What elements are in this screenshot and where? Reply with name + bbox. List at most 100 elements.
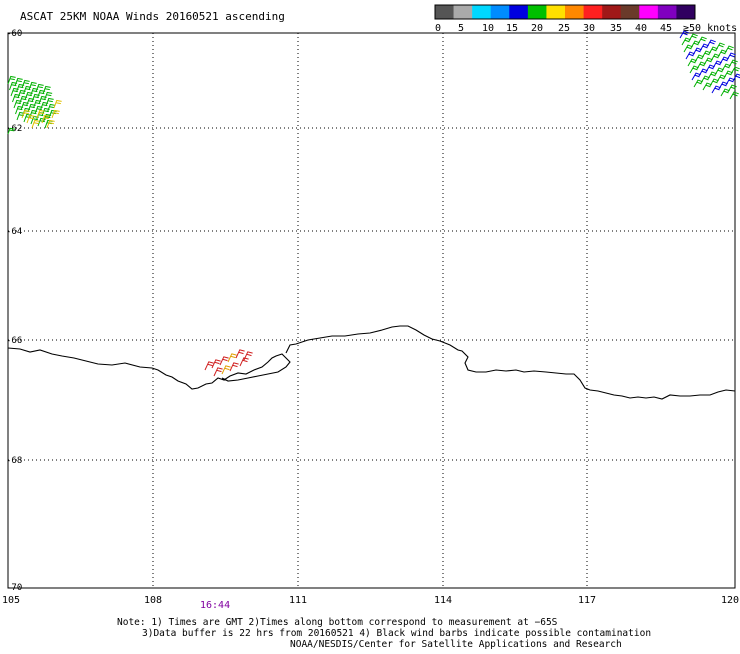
colorbar-label-0: 0 [435,23,441,34]
wind-barb [720,88,730,97]
wind-barb [51,109,60,119]
colorbar-label-20: 20 [531,23,543,34]
wind-barb [227,353,237,363]
lon-label-120: 120 [721,595,739,606]
wind-barb [243,351,253,361]
colorbar-frame [434,4,696,20]
wind-barb [698,68,708,77]
note-line-3: NOAA/NESDIS/Center for Satellite Applica… [290,639,622,650]
wind-barb [9,81,18,91]
wind-barb [707,71,717,80]
colorbar-label-25: 25 [558,23,570,34]
lon-label-108: 108 [144,595,162,606]
colorbar-swatch [509,5,529,19]
wind-barb [26,114,35,124]
wind-barb [725,77,735,86]
wind-barb [697,36,707,45]
lat-label-60: -60 [6,29,22,39]
wind-barb [717,49,727,58]
wind-barb [730,66,740,75]
wind-barb [681,37,691,46]
wind-barb [679,30,689,39]
colorbar-swatch [453,5,473,19]
wind-barb [701,50,711,59]
colorbar-label-5: 5 [458,23,464,34]
wind-barb [714,67,724,76]
wind-barb [728,59,738,68]
wind-barb [691,72,701,81]
wind-barb [703,57,713,66]
colorbar-swatch [657,5,677,19]
wind-barb [716,74,726,83]
lat-label-64: -64 [6,227,22,237]
wind-barb [690,40,700,49]
colorbar-label-35: 35 [610,23,622,34]
footer-notes: Note: 1) Times are GMT 2)Times along bot… [117,617,651,650]
wind-barb [702,82,712,91]
map-title: ASCAT 25KM NOAA Winds 20160521 ascending [20,10,285,23]
wind-barb [726,52,736,61]
wind-barb [711,85,721,94]
wind-barbs [7,30,740,377]
wind-barb [7,127,16,135]
colorbar-swatch [527,5,547,19]
wind-barb [12,93,21,103]
wind-barb [712,60,722,69]
colorbar-label-40: 40 [635,23,647,34]
wind-barb [696,61,706,70]
colorbar-swatch [565,5,584,19]
colorbar-swatch [620,5,640,19]
wind-barb [694,54,704,63]
colorbar-label-50: ≥50 knots [683,23,737,34]
wind-barb [692,47,702,56]
colorbar-swatch [639,5,659,19]
wind-barb [687,58,697,67]
wind-barb [15,105,24,115]
wind-barb [705,64,715,73]
wind-barb [13,99,22,109]
wind-barb [41,114,50,124]
note-line-2: 3)Data buffer is 22 hrs from 20160521 4)… [142,628,651,639]
wind-barb [204,361,214,371]
colorbar-swatch [472,5,492,19]
wind-barb [709,78,719,87]
wind-barb [729,91,739,100]
wind-barb [719,56,729,65]
colorbar-label-10: 10 [482,23,494,34]
graticule [8,33,735,588]
wind-barb [689,65,699,74]
wind-barb [7,75,16,85]
wind-barb [727,84,737,93]
wind-barb [724,45,734,54]
wind-barb [46,119,55,129]
colorbar-swatch [435,5,454,19]
wind-barb [718,81,728,90]
wind-barb [31,119,40,129]
colorbar-swatch [583,5,603,19]
colorbar-label-15: 15 [506,23,518,34]
wind-barb [699,43,709,52]
colorbar-swatch [546,5,566,19]
lon-label-111: 111 [289,595,307,606]
wind-barb [219,356,229,366]
wind-barb [685,51,695,60]
wind-barb [221,365,231,375]
wind-barb [235,349,245,359]
antarctic-coastline [7,325,736,400]
wind-barb [708,46,718,55]
map-frame [7,32,736,589]
wind-barb [688,33,698,42]
wind-barb [213,367,223,377]
wind-barb [36,109,45,119]
lat-label-66: -66 [6,336,22,346]
colorbar-labels: 0 5 10 15 20 25 30 35 40 45 ≥50 knots [435,23,737,34]
wind-barb [693,79,703,88]
pass-time-label: 16:44 [200,600,230,611]
wind-barb [239,357,249,367]
colorbar-swatch [602,5,622,19]
colorbar-swatch [490,5,510,19]
lon-label-117: 117 [578,595,596,606]
longitude-labels: 105 108 111 114 117 120 [2,595,739,606]
note-line-1: Note: 1) Times are GMT 2)Times along bot… [117,617,558,628]
